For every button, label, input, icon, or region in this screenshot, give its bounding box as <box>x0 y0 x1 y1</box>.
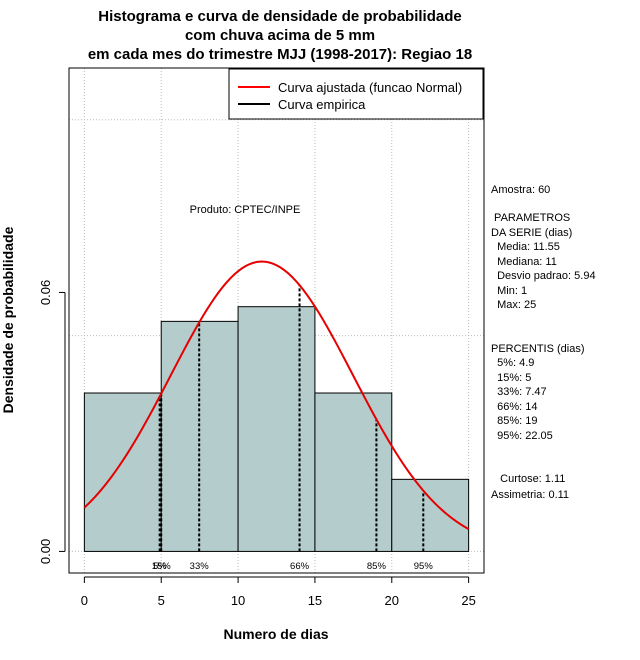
histogram-bar-3 <box>237 306 316 552</box>
percentile-lines: 5%15% 33% 66% 85% 95% <box>152 285 434 572</box>
percentile-label-6: 95% <box>414 561 434 572</box>
percentile-label-2: 15% <box>152 561 172 572</box>
x-tick-label: 20 <box>385 593 399 608</box>
annotation-text: Produto: CPTEC/INPE <box>190 204 301 216</box>
stats-line-4: Media: 11.55 <box>491 241 560 253</box>
y-axis-title: Densidade de probabilidade <box>0 226 16 413</box>
legend: Curva ajustada (funcao Normal) Curva empi… <box>228 68 484 120</box>
x-tick-label: 10 <box>231 593 245 608</box>
stats-line-16: Curtose: 1.11 <box>491 473 565 485</box>
y-tick-label: 0.00 <box>38 539 53 564</box>
stats-line-9: PERCENTIS (dias) <box>491 343 585 355</box>
histogram-bar-5 <box>391 478 470 552</box>
percentile-label-3: 33% <box>190 561 210 572</box>
stats-line-17: Assimetria: 0.11 <box>491 489 569 501</box>
normal-curve <box>83 260 470 530</box>
x-tick-label: 5 <box>158 593 165 608</box>
x-tick-label: 25 <box>461 593 475 608</box>
title-line-1: Histograma e curva de densidade de proba… <box>98 8 461 25</box>
stats-line-5: Mediana: 11 <box>491 256 557 268</box>
stats-line-8: Max: 25 <box>491 299 536 311</box>
legend-label-1: Curva ajustada (funcao Normal) <box>278 80 462 95</box>
y-tick-label: 0.06 <box>38 280 53 305</box>
stats-line-13: 66%: 14 <box>491 401 537 413</box>
x-tick-label: 0 <box>81 593 88 608</box>
stats-line-10: 5%: 4.9 <box>491 357 534 369</box>
x-axis-title: Numero de dias <box>223 626 328 642</box>
stats-line-11: 15%: 5 <box>491 372 531 384</box>
percentile-label-1: 5% <box>153 561 167 572</box>
plot-frame <box>68 67 485 574</box>
stats-line-1: Amostra: 60 <box>491 184 550 196</box>
stats-line-3: DA SERIE (dias) <box>491 227 572 239</box>
x-tick-label: 15 <box>308 593 322 608</box>
stats-line-6: Desvio padrao: 5.94 <box>491 270 596 282</box>
percentile-label-4: 66% <box>290 561 310 572</box>
percentile-label-5: 85% <box>367 561 387 572</box>
title-line-3: em cada mes do trimestre MJJ (1998-2017)… <box>88 46 472 63</box>
stats-panel: Amostra: 60 PARAMETROS DA SERIE (dias) Me… <box>491 184 596 501</box>
title-line-2: com chuva acima de 5 mm <box>185 27 375 44</box>
stats-line-12: 33%: 7.47 <box>491 386 547 398</box>
axes: 0 5 10 15 20 25 0.00 0.06 Numero de dias Densidad… <box>0 226 476 642</box>
histogram-bar-4 <box>314 392 393 552</box>
normal-curve-group <box>83 260 470 530</box>
legend-label-2: Curva empirica <box>278 97 366 112</box>
legend-box <box>228 68 484 120</box>
chart-title: Histograma e curva de densidade de proba… <box>88 8 472 63</box>
stats-line-14: 85%: 19 <box>491 415 537 427</box>
stats-line-15: 95%: 22.05 <box>491 430 553 442</box>
stats-line-7: Min: 1 <box>491 285 527 297</box>
stats-line-2: PARAMETROS <box>491 212 570 224</box>
